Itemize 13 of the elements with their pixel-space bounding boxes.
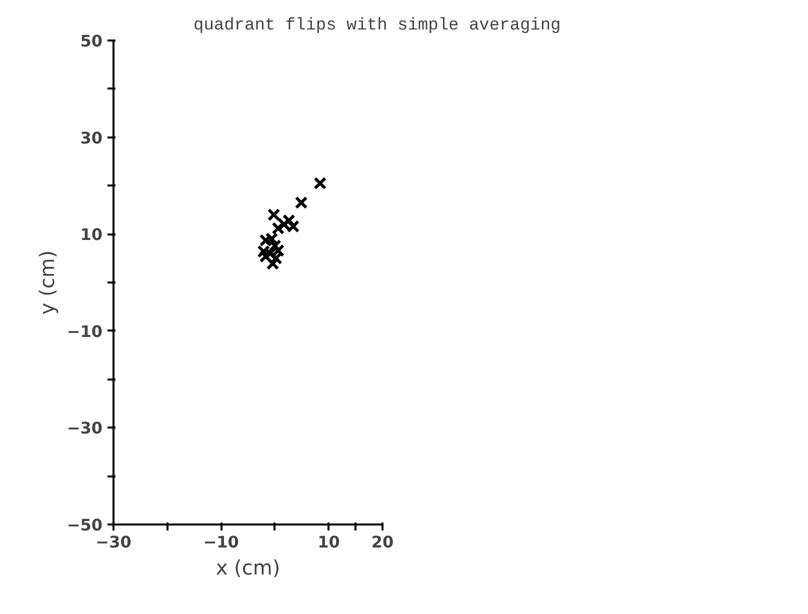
x-axis-title: x (cm) bbox=[216, 556, 280, 580]
x-tick-label: −30 bbox=[96, 532, 132, 552]
y-tick-label: −10 bbox=[66, 322, 102, 341]
y-tick-label: −30 bbox=[66, 418, 102, 438]
x-tick-label: 20 bbox=[371, 532, 394, 552]
x-tick-label: 10 bbox=[318, 532, 340, 552]
x-tick-label: −10 bbox=[203, 532, 239, 552]
y-tick-label: 10 bbox=[80, 225, 102, 244]
chart-title: quadrant flips with simple averaging bbox=[194, 16, 561, 36]
y-axis-title: y (cm) bbox=[34, 250, 59, 315]
y-tick-label: 50 bbox=[80, 32, 102, 50]
y-tick-label: −50 bbox=[66, 516, 102, 534]
y-tick-label: 30 bbox=[80, 128, 102, 148]
